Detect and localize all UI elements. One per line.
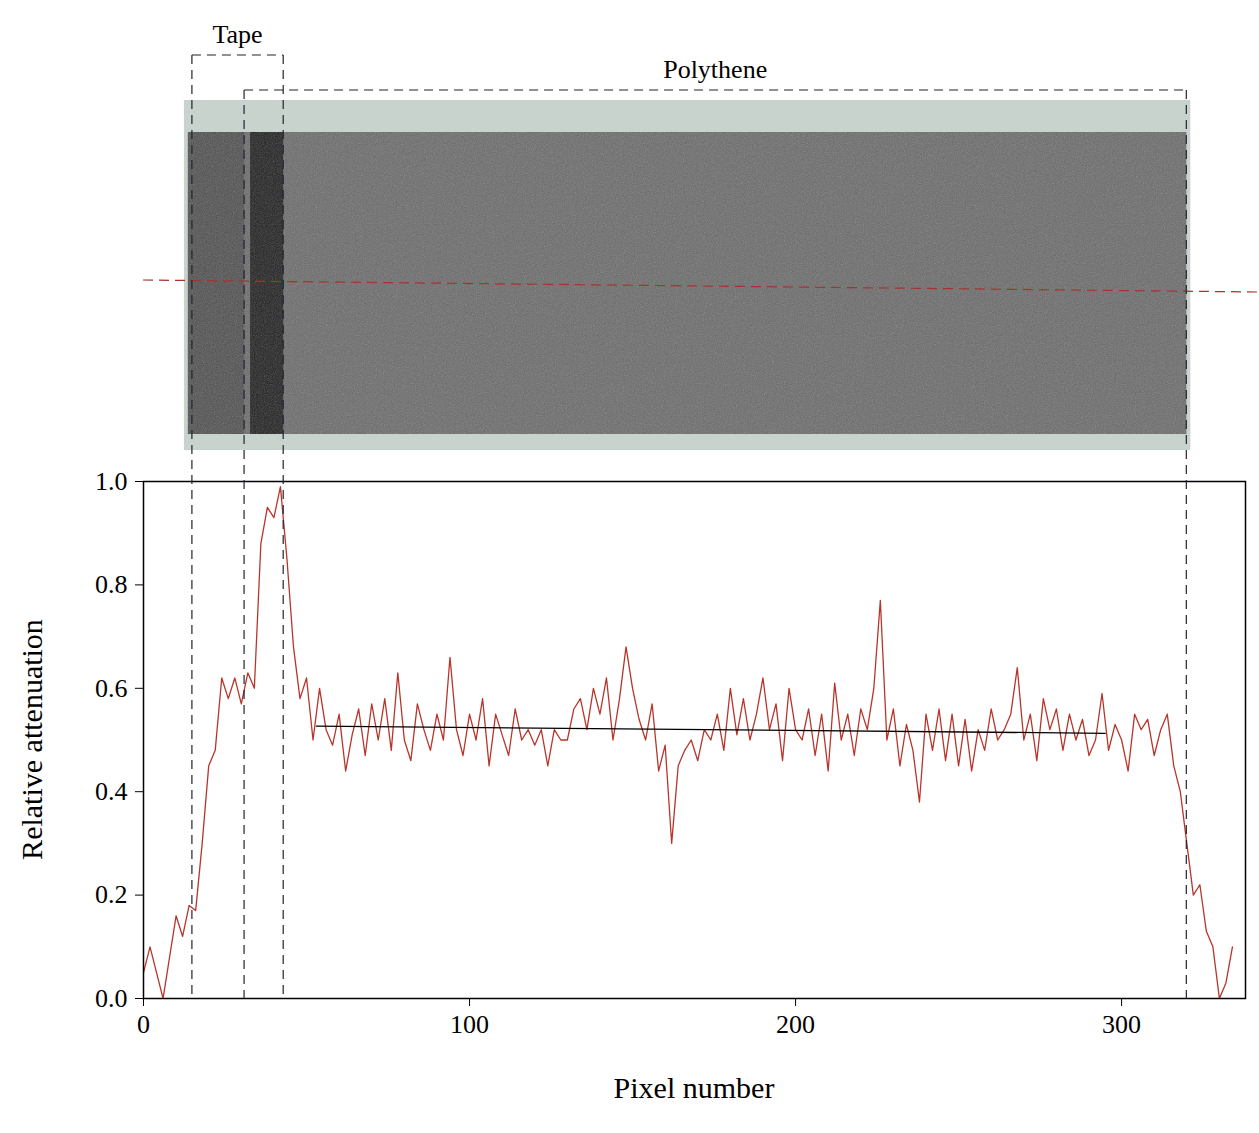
svg-text:0.0: 0.0 <box>95 984 128 1013</box>
svg-text:Polythene: Polythene <box>663 55 767 84</box>
svg-text:0.8: 0.8 <box>95 570 128 599</box>
svg-text:Relative attenuation: Relative attenuation <box>15 619 48 860</box>
svg-text:Pixel number: Pixel number <box>614 1071 775 1104</box>
svg-text:200: 200 <box>776 1010 815 1039</box>
svg-text:0.4: 0.4 <box>95 777 128 806</box>
svg-text:300: 300 <box>1102 1010 1141 1039</box>
svg-text:1.0: 1.0 <box>95 467 128 496</box>
svg-text:0.6: 0.6 <box>95 674 128 703</box>
svg-text:100: 100 <box>450 1010 489 1039</box>
svg-text:0: 0 <box>137 1010 150 1039</box>
svg-text:Tape: Tape <box>212 20 262 49</box>
svg-text:0.2: 0.2 <box>95 880 128 909</box>
